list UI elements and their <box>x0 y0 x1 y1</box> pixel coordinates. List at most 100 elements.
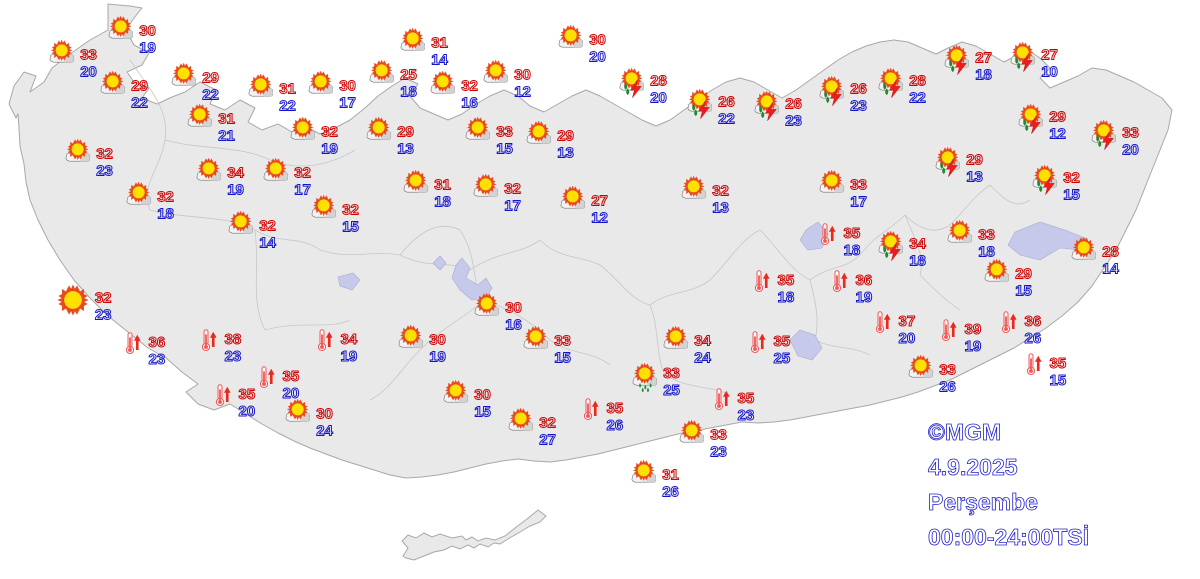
svg-text:19: 19 <box>321 140 338 157</box>
svg-text:27: 27 <box>539 431 556 448</box>
svg-text:31: 31 <box>279 80 296 97</box>
svg-text:19: 19 <box>856 289 873 306</box>
svg-text:19: 19 <box>139 39 156 56</box>
svg-text:31: 31 <box>662 466 679 483</box>
svg-text:26: 26 <box>939 378 956 395</box>
svg-text:32: 32 <box>96 145 113 162</box>
svg-text:15: 15 <box>474 403 491 420</box>
svg-text:32: 32 <box>539 414 556 431</box>
svg-text:24: 24 <box>694 349 711 366</box>
svg-text:33: 33 <box>978 226 995 243</box>
svg-text:27: 27 <box>1041 46 1058 63</box>
svg-text:33: 33 <box>80 46 97 63</box>
svg-text:18: 18 <box>157 205 174 222</box>
svg-text:33: 33 <box>663 365 680 382</box>
svg-text:19: 19 <box>341 348 358 365</box>
svg-text:17: 17 <box>504 197 521 214</box>
svg-text:31: 31 <box>434 176 451 193</box>
svg-text:31: 31 <box>218 110 235 127</box>
svg-text:15: 15 <box>342 218 359 235</box>
svg-text:22: 22 <box>202 86 219 103</box>
svg-text:22: 22 <box>131 94 148 111</box>
svg-text:12: 12 <box>1049 125 1066 142</box>
svg-text:30: 30 <box>339 77 356 94</box>
svg-text:26: 26 <box>607 417 624 434</box>
svg-text:20: 20 <box>239 403 256 420</box>
svg-text:32: 32 <box>259 217 276 234</box>
svg-text:30: 30 <box>429 331 446 348</box>
svg-text:32: 32 <box>504 180 521 197</box>
svg-text:38: 38 <box>225 331 242 348</box>
svg-text:18: 18 <box>975 66 992 83</box>
svg-text:14: 14 <box>1102 260 1119 277</box>
svg-text:20: 20 <box>80 63 97 80</box>
svg-text:32: 32 <box>95 289 112 306</box>
svg-text:18: 18 <box>978 243 995 260</box>
svg-text:29: 29 <box>397 123 414 140</box>
svg-text:23: 23 <box>225 348 242 365</box>
svg-text:30: 30 <box>589 31 606 48</box>
svg-text:25: 25 <box>400 66 417 83</box>
svg-text:33: 33 <box>554 332 571 349</box>
svg-text:22: 22 <box>279 97 296 114</box>
svg-text:18: 18 <box>909 252 926 269</box>
svg-text:19: 19 <box>227 181 244 198</box>
svg-text:33: 33 <box>710 426 727 443</box>
svg-text:31: 31 <box>431 34 448 51</box>
svg-text:29: 29 <box>557 127 574 144</box>
svg-text:23: 23 <box>149 351 166 368</box>
svg-text:29: 29 <box>202 69 219 86</box>
svg-text:30: 30 <box>139 22 156 39</box>
svg-text:20: 20 <box>899 330 916 347</box>
svg-text:34: 34 <box>227 164 244 181</box>
svg-text:32: 32 <box>157 188 174 205</box>
svg-text:18: 18 <box>400 83 417 100</box>
svg-text:15: 15 <box>1050 372 1067 389</box>
svg-text:23: 23 <box>785 112 802 129</box>
svg-text:35: 35 <box>774 333 791 350</box>
svg-text:23: 23 <box>95 306 112 323</box>
svg-text:35: 35 <box>738 390 755 407</box>
svg-text:32: 32 <box>294 164 311 181</box>
svg-text:22: 22 <box>718 110 735 127</box>
svg-text:15: 15 <box>554 349 571 366</box>
svg-text:21: 21 <box>218 127 235 144</box>
svg-text:32: 32 <box>712 182 729 199</box>
svg-text:20: 20 <box>589 48 606 65</box>
svg-text:35: 35 <box>283 368 300 385</box>
svg-text:29: 29 <box>131 77 148 94</box>
svg-text:13: 13 <box>966 168 983 185</box>
svg-text:20: 20 <box>650 89 667 106</box>
svg-text:23: 23 <box>850 97 867 114</box>
svg-text:26: 26 <box>718 93 735 110</box>
svg-text:37: 37 <box>899 313 916 330</box>
svg-text:16: 16 <box>461 94 478 111</box>
svg-text:17: 17 <box>850 193 867 210</box>
svg-text:27: 27 <box>975 49 992 66</box>
svg-text:32: 32 <box>342 201 359 218</box>
svg-text:29: 29 <box>966 151 983 168</box>
svg-text:29: 29 <box>1015 265 1032 282</box>
svg-text:10: 10 <box>1041 63 1058 80</box>
svg-text:20: 20 <box>1122 141 1139 158</box>
svg-text:15: 15 <box>496 140 513 157</box>
svg-text:35: 35 <box>844 225 861 242</box>
svg-text:30: 30 <box>316 405 333 422</box>
svg-text:33: 33 <box>850 176 867 193</box>
svg-text:15: 15 <box>1063 186 1080 203</box>
svg-text:32: 32 <box>321 123 338 140</box>
svg-text:12: 12 <box>591 209 608 226</box>
svg-text:13: 13 <box>712 199 729 216</box>
svg-text:24: 24 <box>316 422 333 439</box>
svg-text:18: 18 <box>844 242 861 259</box>
svg-text:25: 25 <box>774 350 791 367</box>
svg-text:35: 35 <box>607 400 624 417</box>
svg-text:34: 34 <box>341 331 358 348</box>
svg-text:18: 18 <box>778 289 795 306</box>
svg-text:19: 19 <box>965 338 982 355</box>
svg-text:12: 12 <box>514 83 531 100</box>
svg-text:36: 36 <box>149 334 166 351</box>
svg-text:39: 39 <box>965 321 982 338</box>
svg-text:35: 35 <box>778 272 795 289</box>
svg-text:16: 16 <box>505 316 522 333</box>
